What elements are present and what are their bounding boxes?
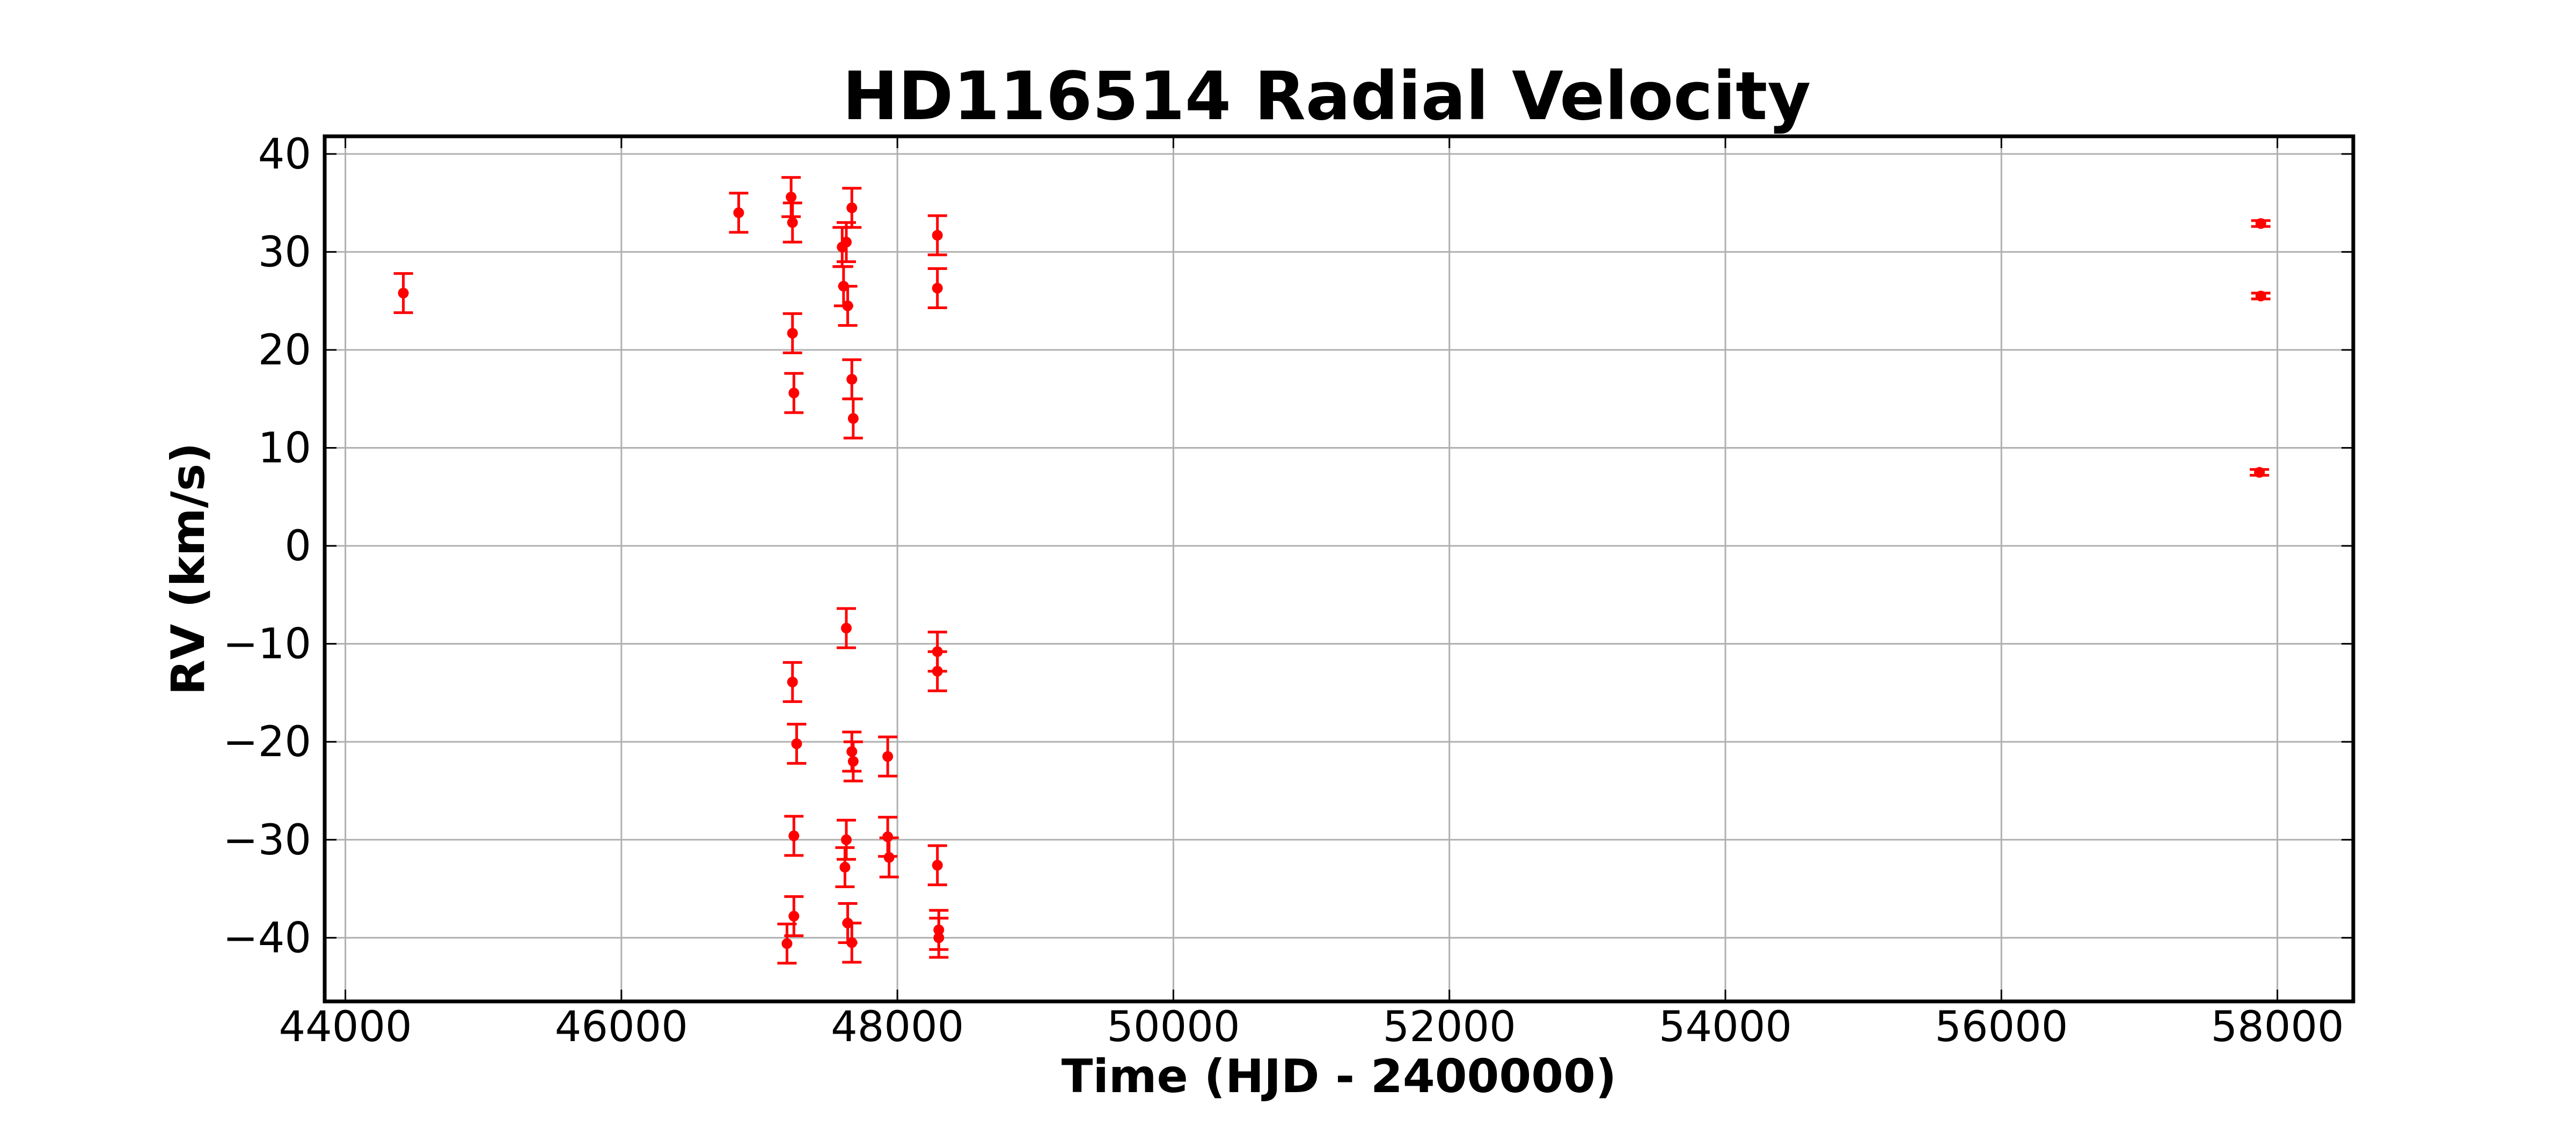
data-point bbox=[837, 818, 856, 861]
y-tick-label: 30 bbox=[258, 228, 311, 276]
y-tick-label: 10 bbox=[258, 425, 311, 473]
x-tick-label: 54000 bbox=[1659, 1003, 1792, 1051]
data-marker bbox=[787, 217, 798, 228]
axis-ticks bbox=[325, 136, 2353, 1001]
data-point bbox=[784, 372, 804, 414]
data-point bbox=[927, 844, 947, 887]
data-point bbox=[393, 272, 413, 314]
data-point bbox=[784, 815, 804, 857]
data-marker bbox=[882, 751, 894, 762]
data-marker bbox=[932, 230, 943, 241]
plot-frame bbox=[323, 134, 2355, 1004]
data-point bbox=[782, 312, 802, 354]
data-marker bbox=[847, 413, 859, 424]
data-marker bbox=[787, 676, 798, 687]
data-point bbox=[929, 917, 949, 959]
x-axis-label: Time (HJD - 2400000) bbox=[1062, 1050, 1616, 1103]
y-tick-label: 40 bbox=[258, 130, 311, 179]
data-point bbox=[842, 187, 862, 229]
x-tick-label: 56000 bbox=[1935, 1003, 2068, 1051]
data-marker bbox=[846, 746, 858, 757]
data-marker bbox=[846, 937, 858, 948]
data-marker bbox=[846, 202, 858, 214]
data-point bbox=[843, 397, 863, 440]
data-marker bbox=[788, 387, 800, 399]
data-points bbox=[393, 176, 2271, 965]
data-marker bbox=[781, 938, 793, 949]
data-point bbox=[787, 722, 807, 765]
y-tick-label: −40 bbox=[223, 914, 311, 962]
data-marker bbox=[846, 374, 858, 385]
data-point bbox=[927, 650, 947, 692]
data-point bbox=[842, 358, 862, 400]
data-point bbox=[927, 267, 947, 309]
data-point bbox=[2251, 218, 2271, 229]
data-point bbox=[777, 923, 797, 965]
y-tick-label: 0 bbox=[284, 522, 311, 570]
data-marker bbox=[2255, 290, 2266, 302]
data-marker bbox=[842, 300, 853, 311]
data-marker bbox=[788, 911, 800, 922]
data-marker bbox=[786, 192, 797, 203]
data-point bbox=[927, 214, 947, 257]
y-tick-label: −20 bbox=[223, 718, 311, 766]
data-marker bbox=[841, 623, 852, 634]
data-marker bbox=[841, 237, 852, 248]
data-marker bbox=[839, 861, 851, 873]
data-point bbox=[843, 740, 863, 782]
grid-lines bbox=[325, 136, 2353, 1001]
y-tick-label: 20 bbox=[258, 326, 311, 375]
x-tick-label: 44000 bbox=[279, 1003, 412, 1051]
data-point bbox=[2251, 290, 2271, 302]
data-marker bbox=[787, 327, 798, 339]
data-marker bbox=[398, 288, 409, 299]
chart-title: HD116514 Radial Velocity bbox=[843, 58, 1811, 135]
data-point bbox=[782, 201, 802, 244]
x-tick-label: 48000 bbox=[831, 1003, 964, 1051]
data-point bbox=[782, 661, 802, 703]
y-axis-label: RV (km/s) bbox=[162, 443, 215, 696]
data-marker bbox=[932, 282, 943, 294]
y-tick-labels: 40 30 20 10 0 −10 −20 −30 −40 bbox=[223, 130, 311, 962]
data-marker bbox=[2255, 218, 2266, 229]
data-point bbox=[838, 284, 858, 327]
data-marker bbox=[791, 738, 802, 749]
x-tick-label: 46000 bbox=[555, 1003, 688, 1051]
data-point bbox=[835, 846, 855, 888]
data-point bbox=[2250, 467, 2270, 478]
data-marker bbox=[733, 207, 744, 218]
data-point bbox=[837, 607, 856, 649]
data-point bbox=[784, 895, 804, 938]
data-marker bbox=[932, 665, 943, 677]
x-tick-label: 50000 bbox=[1107, 1003, 1240, 1051]
data-point bbox=[879, 836, 899, 879]
data-marker bbox=[847, 756, 859, 767]
data-point bbox=[729, 192, 749, 234]
data-point bbox=[842, 921, 862, 964]
data-marker bbox=[883, 852, 895, 863]
x-tick-label: 58000 bbox=[2211, 1003, 2344, 1051]
data-marker bbox=[841, 834, 852, 845]
data-marker bbox=[932, 860, 943, 871]
y-tick-label: −10 bbox=[223, 620, 311, 669]
data-marker bbox=[2254, 467, 2265, 478]
data-marker bbox=[788, 830, 800, 841]
data-point bbox=[878, 735, 898, 778]
y-tick-label: −30 bbox=[223, 816, 311, 865]
x-tick-label: 52000 bbox=[1383, 1003, 1516, 1051]
x-tick-labels: 44000 46000 48000 50000 52000 54000 56000 58000 bbox=[279, 1003, 2344, 1051]
data-marker bbox=[933, 932, 945, 943]
data-point bbox=[781, 176, 801, 218]
